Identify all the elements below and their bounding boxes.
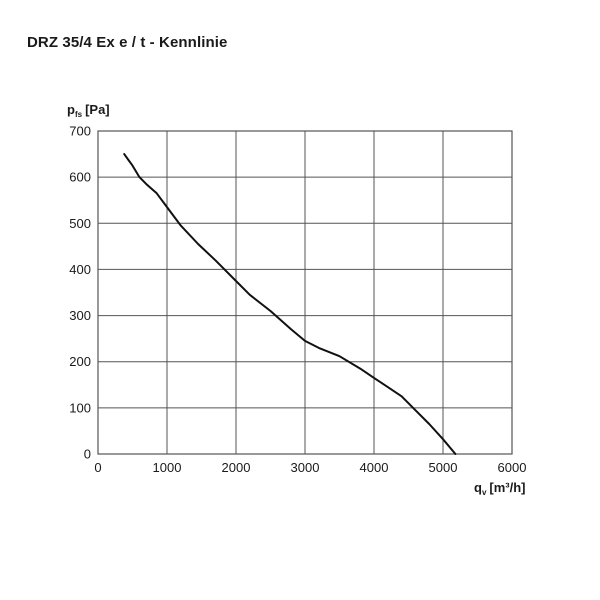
y-tick-label: 400: [69, 262, 91, 277]
plot-frame: [97, 130, 513, 455]
y-tick-label: 700: [69, 124, 91, 139]
y-tick-label: 500: [69, 216, 91, 231]
x-axis-label-main: q: [474, 480, 482, 495]
y-axis-label-main: p: [67, 102, 75, 117]
grid-lines: [97, 130, 513, 455]
x-tick-label: 1000: [153, 460, 182, 475]
y-tick-label: 100: [69, 400, 91, 415]
series-line: [123, 153, 457, 455]
x-tick-labels: 0 1000 2000 3000 4000 5000 6000: [94, 460, 526, 475]
y-tick-label: 600: [69, 170, 91, 185]
x-tick-label: 4000: [360, 460, 389, 475]
x-tick-label: 3000: [291, 460, 320, 475]
y-tick-labels: 0 100 200 300 400 500 600 700: [69, 124, 91, 462]
y-axis-label-sub: fs: [75, 110, 83, 119]
x-axis-label-unit: [m³/h]: [489, 480, 525, 495]
x-tick-label: 6000: [498, 460, 527, 475]
series-group: [123, 153, 457, 455]
y-tick-label: 0: [84, 447, 91, 462]
x-axis-label: qv [m³/h]: [474, 480, 526, 497]
y-tick-label: 300: [69, 308, 91, 323]
x-tick-label: 0: [94, 460, 101, 475]
y-tick-label: 200: [69, 354, 91, 369]
chart-title: DRZ 35/4 Ex e / t - Kennlinie: [27, 34, 228, 51]
x-tick-label: 5000: [429, 460, 458, 475]
y-axis-label: pfs [Pa]: [67, 102, 110, 119]
x-axis-label-sub: v: [482, 488, 487, 497]
y-axis-label-unit: [Pa]: [85, 102, 110, 117]
x-tick-label: 2000: [222, 460, 251, 475]
